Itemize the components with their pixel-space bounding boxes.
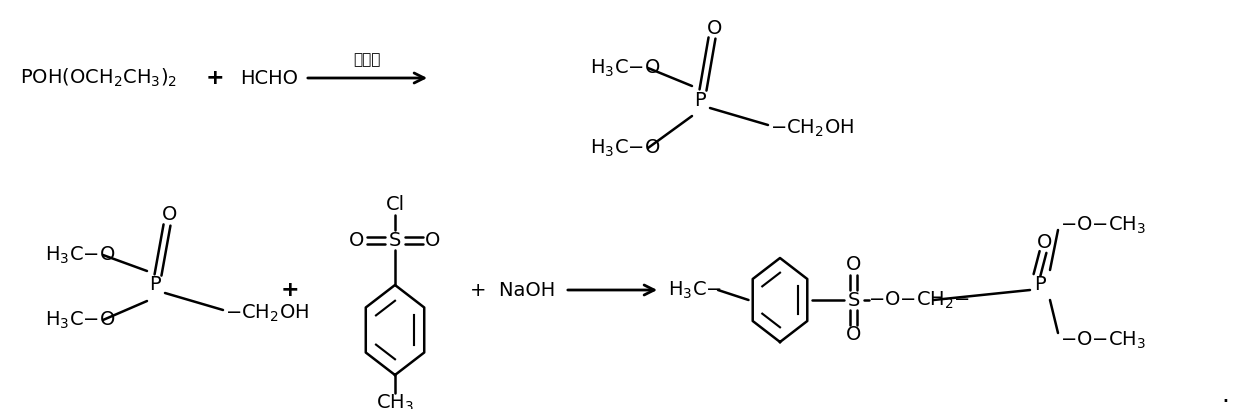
Text: Cl: Cl xyxy=(386,196,404,214)
Text: H$_3$C$-$O: H$_3$C$-$O xyxy=(590,137,660,159)
Text: O: O xyxy=(1038,234,1053,252)
Text: O: O xyxy=(707,18,723,38)
Text: O: O xyxy=(350,231,365,249)
Text: HCHO: HCHO xyxy=(241,68,298,88)
Text: +: + xyxy=(206,68,224,88)
Text: $-$O$-$CH$_3$: $-$O$-$CH$_3$ xyxy=(1060,214,1146,236)
Text: $-$O$-$CH$_3$: $-$O$-$CH$_3$ xyxy=(1060,329,1146,351)
Text: O: O xyxy=(846,326,862,344)
Text: H$_3$C$-$: H$_3$C$-$ xyxy=(668,279,722,301)
Text: $-$CH$_2$OH: $-$CH$_2$OH xyxy=(770,117,854,139)
Text: H$_3$C$-$O: H$_3$C$-$O xyxy=(45,309,115,330)
Text: 催化剂: 催化剂 xyxy=(353,52,381,67)
Text: P: P xyxy=(694,90,706,110)
Text: O: O xyxy=(425,231,440,249)
Text: +: + xyxy=(280,280,299,300)
Text: $-$O$-$CH$_2$$-$: $-$O$-$CH$_2$$-$ xyxy=(868,289,971,311)
Text: POH(OCH$_2$CH$_3$)$_2$: POH(OCH$_2$CH$_3$)$_2$ xyxy=(20,67,177,89)
Text: P: P xyxy=(1034,276,1045,294)
Text: $-$CH$_2$OH: $-$CH$_2$OH xyxy=(224,302,309,324)
Text: H$_3$C$-$O: H$_3$C$-$O xyxy=(590,57,660,79)
Text: P: P xyxy=(149,276,161,294)
Text: +  NaOH: + NaOH xyxy=(470,281,556,299)
Text: CH$_3$: CH$_3$ xyxy=(376,392,414,409)
Text: S: S xyxy=(847,290,859,310)
Text: S: S xyxy=(389,231,402,249)
Text: O: O xyxy=(846,256,862,274)
Text: O: O xyxy=(162,205,177,225)
Text: H$_3$C$-$O: H$_3$C$-$O xyxy=(45,244,115,266)
Text: .: . xyxy=(1221,383,1229,407)
